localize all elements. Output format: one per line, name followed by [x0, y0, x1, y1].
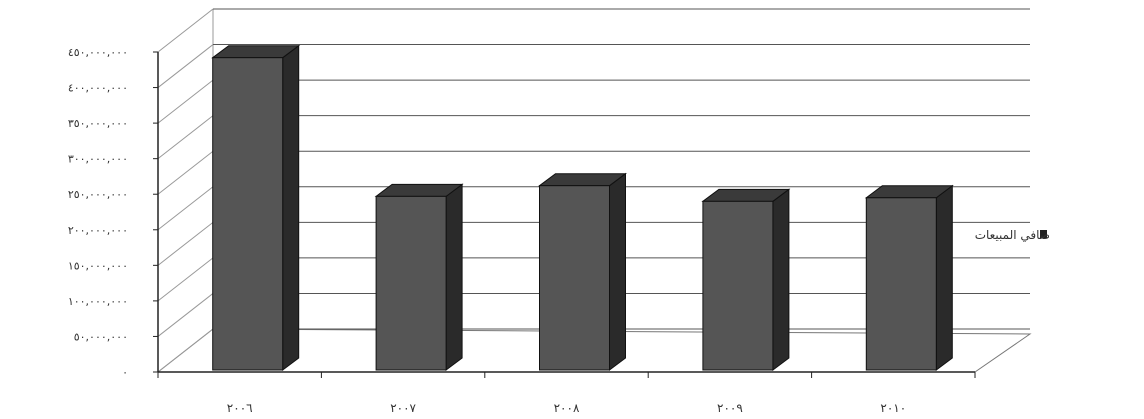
y-tick-label: ١٥٠,٠٠٠,٠٠٠	[68, 259, 128, 272]
bar-front	[702, 200, 774, 371]
bar	[538, 172, 627, 371]
gridline-diagonal	[157, 44, 214, 88]
y-tick-label: ٢٠٠,٠٠٠,٠٠٠	[68, 224, 128, 237]
y-axis: ٠ ٥٠,٠٠٠,٠٠٠ ١٠٠,٠٠٠,٠٠٠ ١٥٠,٠٠٠,٠٠٠ ٢٠٠,٠٠٠…	[68, 46, 159, 379]
bar-front	[375, 195, 447, 371]
x-tick-label: ٢٠٠٩	[717, 401, 743, 415]
gridline-diagonal	[157, 328, 214, 373]
x-axis: ٢٠٠٦ ٢٠٠٧ ٢٠٠٨ ٢٠٠٩ ٢٠١٠	[157, 371, 976, 415]
y-tick-label: ١٠٠,٠٠٠,٠٠٠	[68, 295, 128, 308]
bar-side	[282, 44, 300, 371]
bar-top	[701, 188, 791, 202]
gridline-diagonal	[157, 257, 214, 302]
bar-side	[935, 184, 953, 371]
gridline-diagonal	[157, 79, 214, 124]
bar-top	[538, 173, 627, 187]
gridline-diagonal	[157, 186, 214, 231]
legend-swatch	[1040, 230, 1047, 238]
x-tick-label: ٢٠٠٦	[227, 401, 253, 415]
bar-top	[864, 185, 954, 199]
y-tick-label: ٠	[122, 366, 128, 379]
bar	[211, 44, 301, 371]
y-tick-label: ٤٠٠,٠٠٠,٠٠٠	[68, 82, 128, 95]
gridline-diagonal	[157, 293, 214, 337]
gridline-diagonal	[157, 221, 214, 266]
x-tick-label: ٢٠٠٨	[554, 401, 580, 415]
bars	[211, 44, 954, 371]
bar-side	[445, 183, 463, 371]
y-tick-label: ٤٥٠,٠٠٠,٠٠٠	[68, 46, 128, 59]
x-tick-label: ٢٠٠٧	[390, 401, 416, 415]
legend: صافي المبيعات	[975, 228, 1050, 242]
bar-front	[865, 197, 937, 371]
x-tick-label: ٢٠١٠	[880, 401, 906, 415]
bar	[864, 184, 954, 371]
y-tick-label: ٥٠,٠٠٠,٠٠٠	[74, 330, 128, 343]
y-tick-label: ٢٥٠,٠٠٠,٠٠٠	[68, 188, 128, 201]
bar-side	[772, 188, 790, 371]
bar	[374, 183, 464, 371]
bar-front	[539, 185, 610, 371]
bar-top	[211, 45, 301, 59]
y-tick-label: ٣٥٠,٠٠٠,٠٠٠	[68, 117, 128, 130]
y-tick-label: ٣٠٠,٠٠٠,٠٠٠	[68, 153, 128, 166]
gridline-diagonal	[157, 115, 214, 160]
gridline-diagonal	[157, 8, 214, 53]
bar-side	[609, 172, 626, 371]
bar-front	[212, 57, 284, 371]
bar-top	[374, 183, 464, 197]
bar	[701, 188, 791, 371]
gridline-diagonal	[157, 150, 214, 195]
legend-label: صافي المبيعات	[975, 228, 1050, 242]
